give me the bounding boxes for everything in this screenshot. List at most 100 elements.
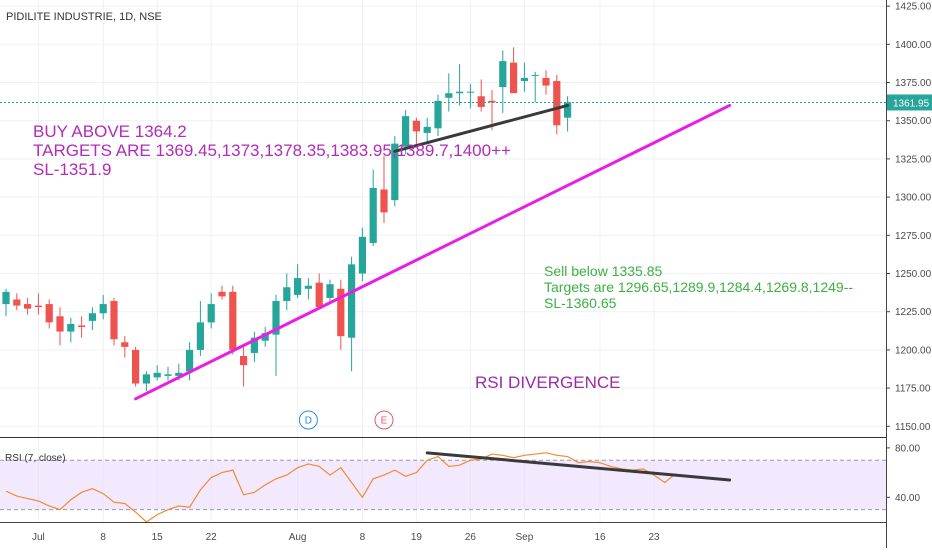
candle-body (56, 316, 64, 332)
candle-body (531, 74, 539, 76)
price-tick-label: 1325.00 (895, 154, 932, 165)
chart-title: PIDILITE INDUSTRIE, 1D, NSE (6, 11, 162, 23)
candle (348, 256, 356, 372)
candle (520, 62, 528, 92)
candle-body (13, 299, 21, 306)
price-tick-label: 1150.00 (895, 422, 931, 433)
price-tick-label: 1225.00 (895, 307, 932, 318)
candle (456, 64, 464, 106)
time-tick-label: Aug (289, 532, 307, 543)
candle-body (445, 93, 453, 98)
candle-body (24, 304, 32, 309)
last-price-tag (887, 94, 932, 111)
price-tick-label: 1400.00 (895, 40, 932, 51)
candle-body (175, 372, 183, 376)
candle (423, 117, 431, 143)
buy-annotation-line: TARGETS ARE 1369.45,1373,1378.35,1383.95… (33, 141, 511, 160)
candle-body (2, 291, 10, 305)
candle (153, 365, 161, 381)
candle-body (326, 284, 334, 298)
candle-body (229, 291, 237, 350)
candle (88, 307, 96, 331)
sell-annotation-line: SL-1360.65 (544, 295, 617, 311)
candle (315, 273, 323, 309)
candle-body (34, 305, 42, 308)
resistance-line[interactable] (393, 103, 570, 153)
candle-body (466, 91, 474, 93)
candle (45, 299, 53, 329)
candle-body (510, 62, 518, 94)
support-trendline[interactable] (134, 103, 732, 401)
candle (369, 169, 377, 247)
event-marker[interactable] (298, 410, 318, 430)
buy-annotation-line: BUY ABOVE 1364.2 (33, 122, 187, 141)
candle (283, 273, 291, 311)
time-tick-label: Sep (516, 532, 534, 543)
time-tick-label: 15 (152, 532, 164, 543)
candle-body (45, 304, 53, 323)
candle (531, 71, 539, 103)
candle-body (477, 96, 485, 107)
candle (2, 288, 10, 317)
buy-annotation-line: SL-1351.9 (33, 160, 111, 179)
time-tick-label: 8 (100, 532, 106, 543)
candle (510, 47, 518, 94)
candle-body (499, 61, 507, 88)
candle-body (412, 120, 420, 132)
candle-body (456, 91, 464, 94)
time-tick-label: Jul (32, 532, 45, 543)
candle (142, 371, 150, 392)
candle-body (380, 189, 388, 213)
candle (132, 346, 140, 387)
candle-body (542, 77, 550, 86)
candle-body (99, 304, 107, 314)
candle (434, 94, 442, 136)
candle (218, 285, 226, 300)
candle-body (391, 143, 399, 201)
candle (56, 307, 64, 346)
rsi-tick-label: 80.00 (895, 443, 920, 454)
candle-body (196, 322, 204, 350)
candle (564, 96, 572, 132)
time-tick-label: 19 (411, 532, 423, 543)
candle (229, 285, 237, 355)
price-tick-label: 1425.00 (895, 2, 932, 13)
candle (477, 79, 485, 112)
candle (240, 346, 248, 387)
candle-body (121, 342, 129, 347)
candle-body (207, 304, 215, 323)
event-marker-label: E (381, 416, 388, 427)
candle-body (564, 102, 572, 118)
candle-body (402, 116, 410, 147)
candle (358, 227, 366, 282)
candle (380, 155, 388, 224)
candle-body (78, 325, 86, 327)
candle (207, 293, 215, 329)
price-tick-label: 1200.00 (895, 345, 932, 356)
rsi-divergence-line[interactable] (425, 451, 732, 482)
candle (294, 264, 302, 298)
rsi-title: RSI (7, close) (5, 453, 66, 464)
candle-body (304, 285, 312, 289)
candle (110, 297, 118, 346)
candle-body (132, 349, 140, 384)
candle-body (358, 236, 366, 274)
last-price-label: 1361.95 (893, 98, 930, 109)
event-marker[interactable] (374, 410, 394, 430)
candle-body (250, 337, 258, 353)
candle (553, 74, 561, 135)
candle (67, 317, 75, 343)
candle-body (261, 333, 269, 341)
price-tick-label: 1300.00 (895, 193, 932, 204)
candle (337, 279, 345, 350)
price-tick-label: 1175.00 (895, 384, 931, 395)
candle (250, 331, 258, 363)
candle (412, 117, 420, 147)
time-tick-label: 23 (648, 532, 660, 543)
price-tick-label: 1375.00 (895, 78, 932, 89)
candle-body (153, 372, 161, 378)
time-tick-label: 8 (360, 532, 366, 543)
candle-body (240, 356, 248, 366)
